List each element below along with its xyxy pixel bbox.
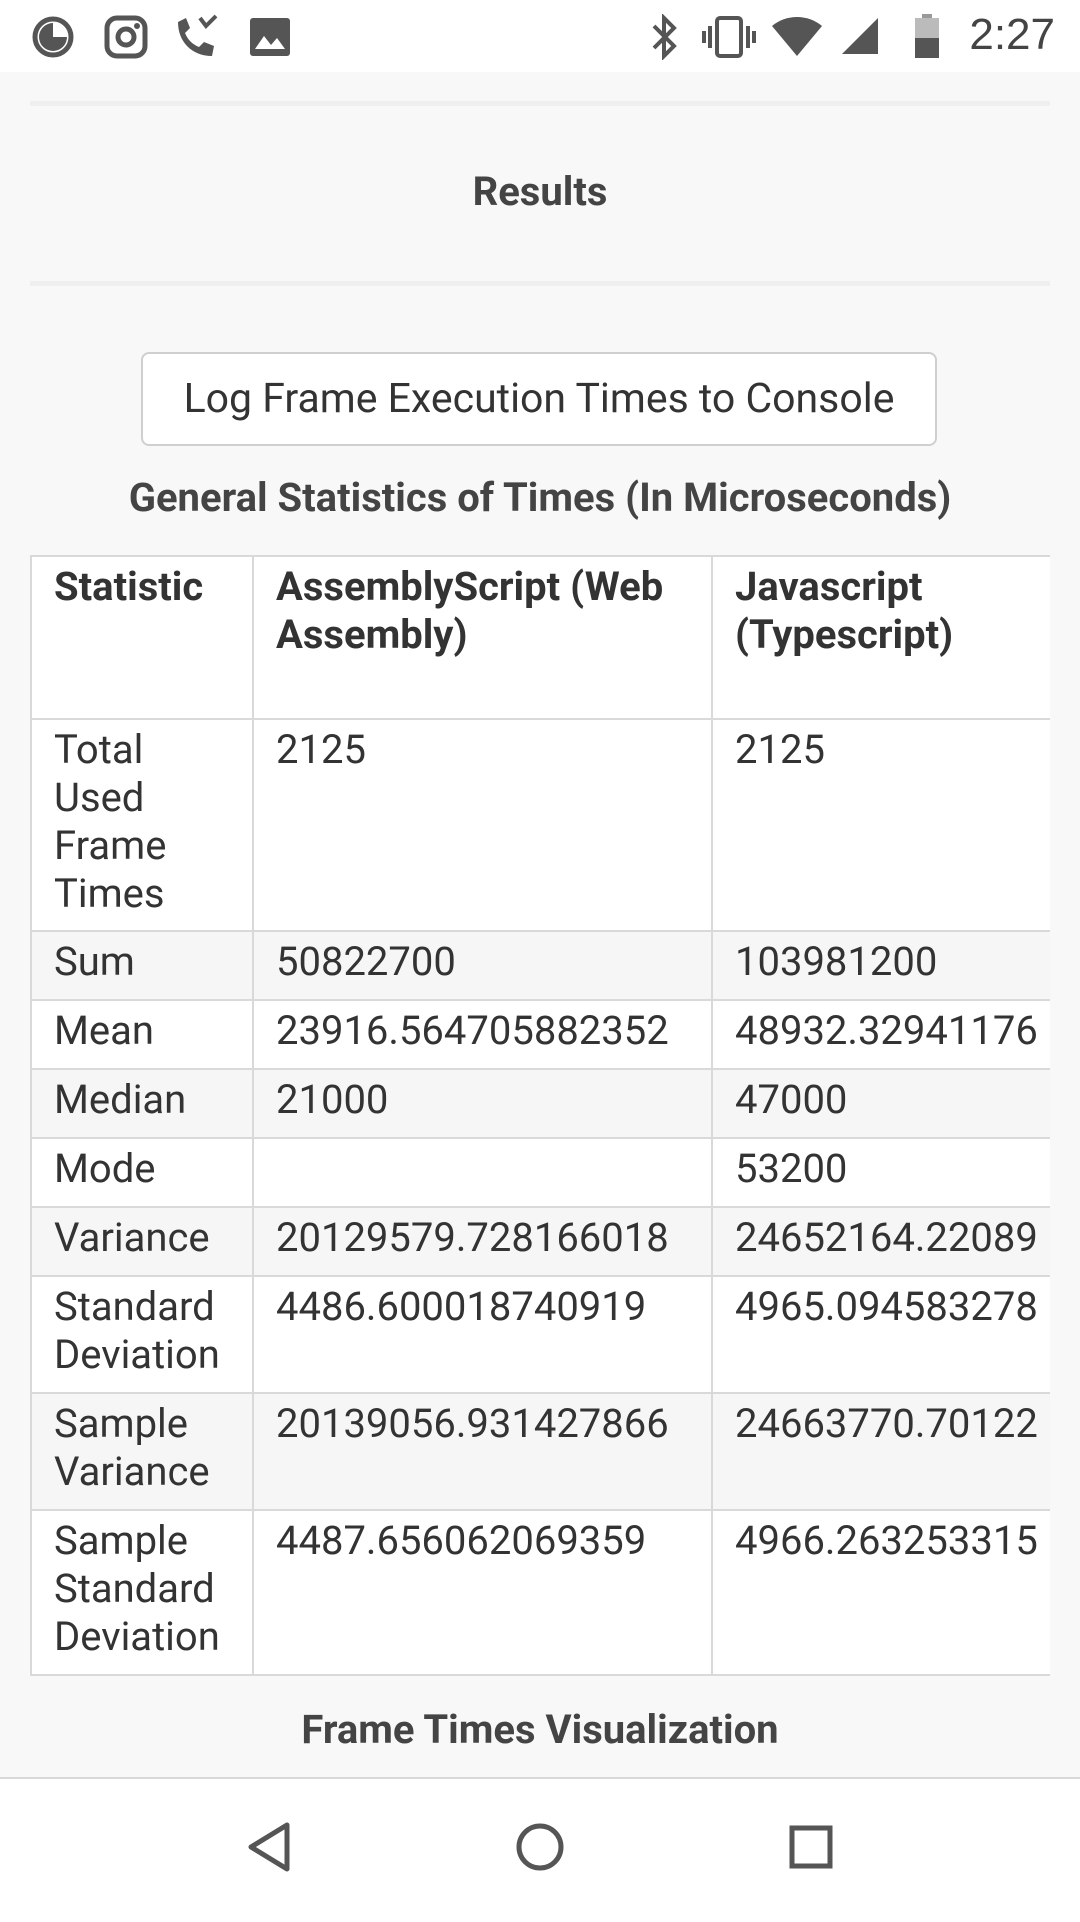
table-row: Total Used Frame Times 2125 2125 (31, 719, 1050, 931)
assemblyscript-value: 2125 (253, 719, 712, 931)
page-content: Results Log Frame Execution Times to Con… (0, 72, 1080, 1777)
javascript-value: 53200 (712, 1138, 1050, 1207)
row-label: Variance (31, 1207, 253, 1276)
assemblyscript-value (253, 1138, 712, 1207)
header-assemblyscript: AssemblyScript (Web Assembly) (253, 556, 712, 719)
back-icon[interactable] (245, 1819, 293, 1879)
row-label: Mean (31, 1000, 253, 1069)
recents-icon[interactable] (787, 1819, 835, 1879)
divider-bottom (30, 281, 1050, 286)
row-label: Sample Variance (31, 1393, 253, 1510)
table-row: Sample Variance 20139056.931427866 24663… (31, 1393, 1050, 1510)
row-label: Standard Deviation (31, 1276, 253, 1393)
javascript-value: 103981200 (712, 931, 1050, 1000)
divider-top (30, 101, 1050, 106)
instagram-icon (103, 14, 149, 64)
javascript-value: 4966.263253315 (712, 1510, 1050, 1675)
assemblyscript-value: 21000 (253, 1069, 712, 1138)
table-row: Sample Standard Deviation 4487.656062069… (31, 1510, 1050, 1675)
assemblyscript-value: 20129579.728166018 (253, 1207, 712, 1276)
row-label: Mode (31, 1138, 253, 1207)
stats-table-container[interactable]: Statistic AssemblyScript (Web Assembly) … (30, 555, 1050, 1755)
visualization-title: Frame Times Visualization (0, 1706, 1080, 1753)
battery-icon (913, 14, 941, 64)
stats-heading: General Statistics of Times (In Microsec… (0, 474, 1080, 521)
table-header-row: Statistic AssemblyScript (Web Assembly) … (31, 556, 1050, 719)
table-row: Sum 50822700 103981200 (31, 931, 1050, 1000)
header-javascript: Javascript (Typescript) (712, 556, 1050, 719)
table-row: Median 21000 47000 (31, 1069, 1050, 1138)
home-icon[interactable] (514, 1819, 566, 1879)
row-label: Total Used Frame Times (31, 719, 253, 931)
javascript-value: 4965.094583278 (712, 1276, 1050, 1393)
table-row: Mode 53200 (31, 1138, 1050, 1207)
bluetooth-icon (648, 14, 682, 64)
assemblyscript-value: 4487.656062069359 (253, 1510, 712, 1675)
javascript-value: 24663770.70122 (712, 1393, 1050, 1510)
table-row: Variance 20129579.728166018 24652164.220… (31, 1207, 1050, 1276)
javascript-value: 2125 (712, 719, 1050, 931)
javascript-value: 48932.32941176 (712, 1000, 1050, 1069)
stats-table: Statistic AssemblyScript (Web Assembly) … (30, 555, 1050, 1676)
vibrate-icon (700, 14, 758, 64)
navigation-bar (0, 1777, 1080, 1922)
assemblyscript-value: 50822700 (253, 931, 712, 1000)
clock-time: 2:27 (969, 10, 1055, 60)
row-label: Sum (31, 931, 253, 1000)
missed-call-icon (172, 14, 220, 64)
image-icon (248, 14, 292, 64)
assemblyscript-value: 20139056.931427866 (253, 1393, 712, 1510)
status-bar: 2:27 (0, 0, 1080, 72)
row-label: Median (31, 1069, 253, 1138)
wifi-icon (770, 14, 824, 64)
javascript-value: 24652164.22089 (712, 1207, 1050, 1276)
table-row: Mean 23916.564705882352 48932.32941176 (31, 1000, 1050, 1069)
row-label: Sample Standard Deviation (31, 1510, 253, 1675)
log-frame-times-button[interactable]: Log Frame Execution Times to Console (141, 352, 937, 446)
header-statistic: Statistic (31, 556, 253, 719)
data-saver-icon (30, 14, 76, 64)
javascript-value: 47000 (712, 1069, 1050, 1138)
results-title: Results (0, 168, 1080, 215)
assemblyscript-value: 23916.564705882352 (253, 1000, 712, 1069)
table-row: Standard Deviation 4486.600018740919 496… (31, 1276, 1050, 1393)
cell-signal-icon (840, 14, 880, 64)
assemblyscript-value: 4486.600018740919 (253, 1276, 712, 1393)
